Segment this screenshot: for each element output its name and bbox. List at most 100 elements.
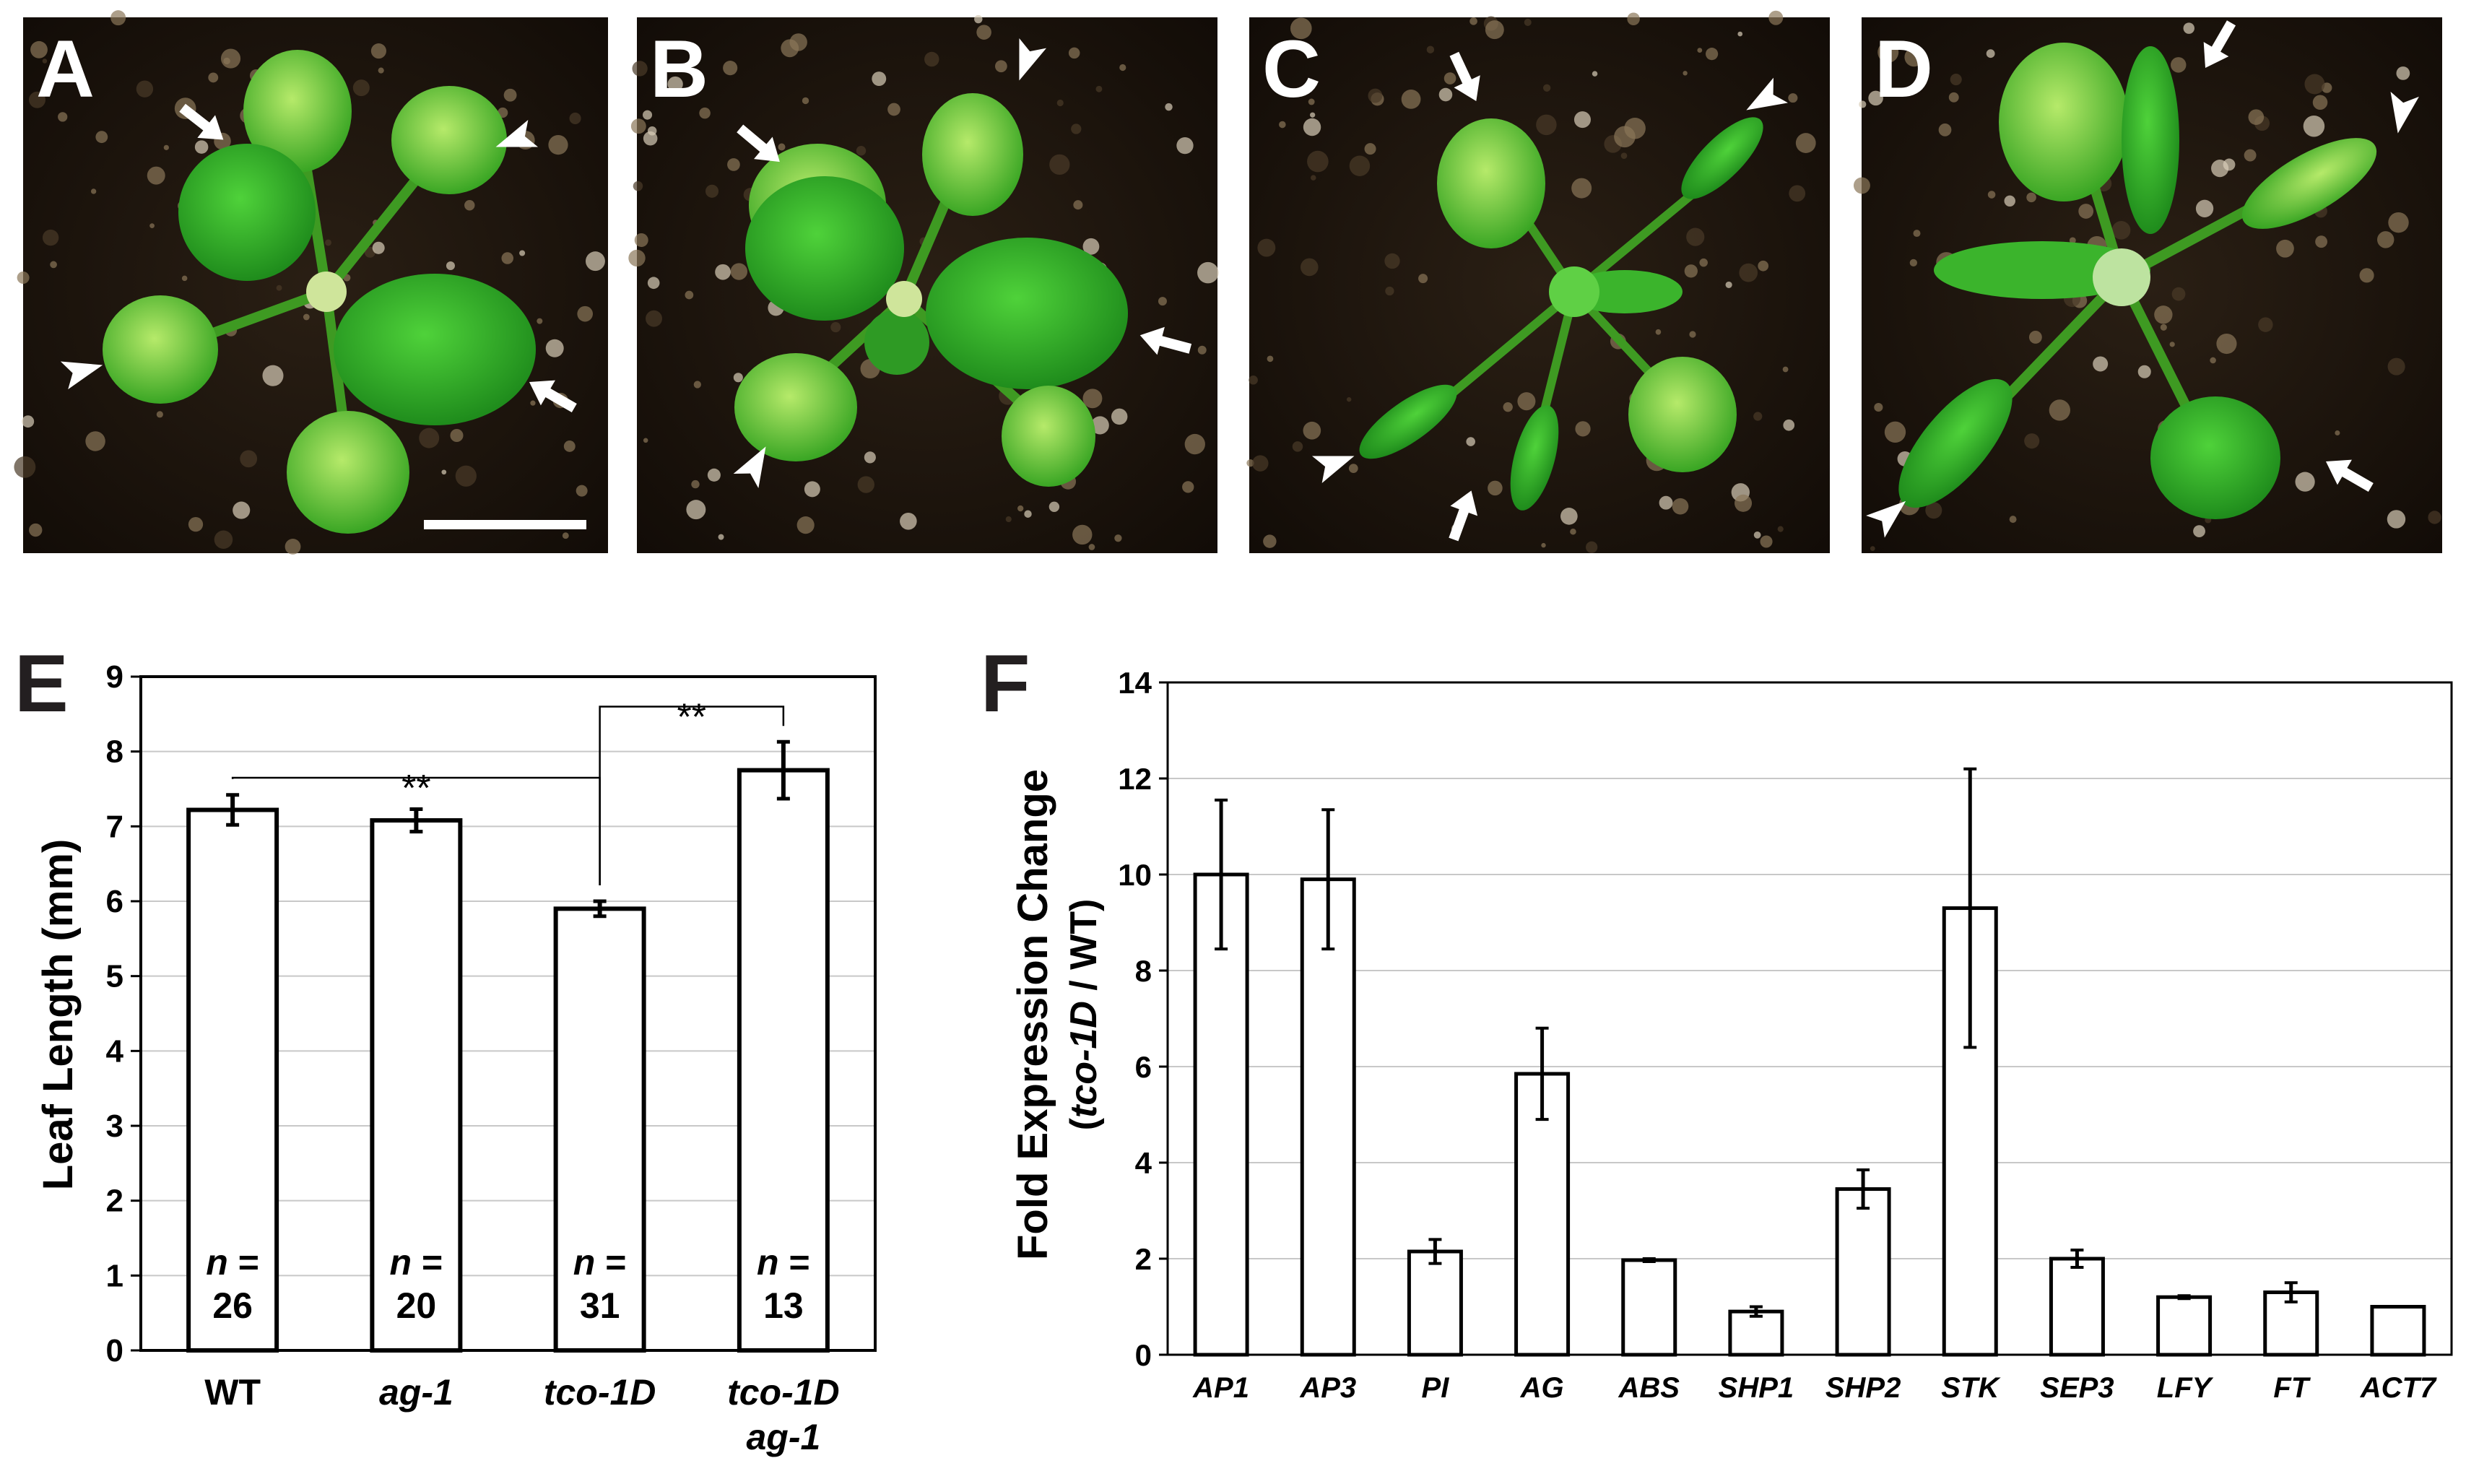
soil-speck xyxy=(1795,133,1816,153)
soil-speck xyxy=(303,313,310,321)
soil-speck xyxy=(976,25,991,40)
soil-speck xyxy=(1782,366,1789,373)
soil-speck xyxy=(647,126,657,136)
soil-speck xyxy=(699,107,711,119)
f-x-tick-label: PI xyxy=(1422,1372,1450,1404)
soil-speck xyxy=(464,200,475,211)
soil-speck xyxy=(715,264,731,280)
leaf xyxy=(1628,357,1737,472)
e-y-tick-label: 0 xyxy=(106,1333,123,1368)
f-bar xyxy=(1835,1187,1891,1357)
soil-speck xyxy=(1925,502,1942,519)
soil-speck xyxy=(136,80,154,97)
arrow xyxy=(179,103,224,140)
soil-speck xyxy=(1267,355,1274,363)
soil-speck xyxy=(1349,155,1371,176)
f-y-tick-label: 2 xyxy=(1135,1242,1152,1276)
f-y-tick-label: 14 xyxy=(1118,666,1152,700)
soil-speck xyxy=(705,184,719,198)
leaf xyxy=(922,93,1023,216)
soil-speck xyxy=(1655,329,1662,335)
soil-speck xyxy=(2078,204,2094,219)
soil-speck xyxy=(1082,389,1103,409)
soil-speck xyxy=(1768,10,1784,25)
soil-speck xyxy=(1542,84,1551,92)
soil-speck xyxy=(446,261,455,271)
arrow xyxy=(2203,20,2236,69)
panel-label-b: B xyxy=(650,24,708,114)
soil-speck xyxy=(2312,95,2328,110)
soil-speck xyxy=(707,468,721,482)
soil-speck xyxy=(1686,227,1705,246)
soil-speck xyxy=(450,428,464,443)
soil-speck xyxy=(1095,85,1103,92)
soil-speck xyxy=(1072,524,1093,545)
leaf xyxy=(178,144,316,281)
soil-speck xyxy=(1753,531,1761,539)
e-plot-frame xyxy=(139,675,877,1352)
soil-speck xyxy=(1418,274,1428,284)
e-sample-sizes: n =26n =20n =31n =13 xyxy=(206,1242,809,1326)
leaf xyxy=(1359,384,1457,459)
soil-speck xyxy=(1290,17,1312,40)
soil-speck xyxy=(569,112,581,124)
rosette-center xyxy=(886,281,922,317)
soil-speck xyxy=(1859,100,1867,108)
soil-speck xyxy=(1488,480,1503,496)
arrow xyxy=(2325,459,2374,493)
soil-speck xyxy=(1056,99,1064,107)
soil-speck xyxy=(1368,88,1383,103)
leaf xyxy=(1510,405,1559,511)
e-bars xyxy=(186,768,830,1353)
soil-speck xyxy=(1049,501,1060,512)
soil-speck xyxy=(1017,505,1024,512)
soil-speck xyxy=(30,40,48,58)
e-x-tick-label: tco-1D xyxy=(544,1372,656,1413)
e-y-tick-label: 9 xyxy=(106,659,123,695)
f-bar xyxy=(2049,1257,2105,1357)
soil-speck xyxy=(22,415,35,428)
e-bar xyxy=(553,906,646,1353)
soil-speck xyxy=(1303,118,1321,136)
expression-chart: F Fold Expression Change (tco-1D / WT) 0… xyxy=(981,638,2453,1404)
soil-speck xyxy=(1870,546,1875,551)
leaf xyxy=(2150,396,2280,519)
soil-speck xyxy=(1789,185,1806,202)
f-y-tick-label: 4 xyxy=(1135,1146,1152,1180)
leaf xyxy=(734,353,857,461)
soil-speck xyxy=(1068,47,1080,59)
arrowhead xyxy=(2390,91,2419,134)
soil-speck xyxy=(1575,421,1591,437)
soil-speck xyxy=(262,365,284,386)
e-y-tick-label: 1 xyxy=(106,1258,123,1293)
e-y-tick-label: 5 xyxy=(106,959,123,994)
soil-speck xyxy=(887,103,900,116)
soil-speck xyxy=(1158,297,1167,306)
soil-speck xyxy=(1346,396,1352,402)
soil-speck xyxy=(630,118,646,134)
f-y-tick-label: 8 xyxy=(1135,954,1152,988)
soil-speck xyxy=(285,539,301,555)
soil-speck xyxy=(2376,231,2395,248)
soil-speck xyxy=(643,110,653,120)
e-y-ticks: 0 1 2 3 4 5 6 7 8 9 xyxy=(106,659,141,1368)
soil-speck xyxy=(223,57,230,65)
photo-panel-c: C xyxy=(1246,10,1830,553)
rosette-center xyxy=(1549,266,1599,317)
leaf xyxy=(1002,386,1095,487)
e-significance: ** ** xyxy=(231,696,785,885)
soil-speck xyxy=(577,305,594,322)
soil-speck xyxy=(2093,356,2109,372)
soil-speck xyxy=(233,501,251,519)
soil-speck xyxy=(2315,235,2328,248)
soil-speck xyxy=(1541,542,1546,548)
soil-speck xyxy=(778,143,786,151)
soil-speck xyxy=(1699,258,1708,267)
soil-speck xyxy=(900,512,917,530)
soil-speck xyxy=(90,188,97,194)
f-bar xyxy=(1621,1258,1677,1357)
soil-speck xyxy=(1182,481,1194,493)
soil-speck xyxy=(1986,49,1995,58)
soil-speck xyxy=(1689,331,1696,338)
